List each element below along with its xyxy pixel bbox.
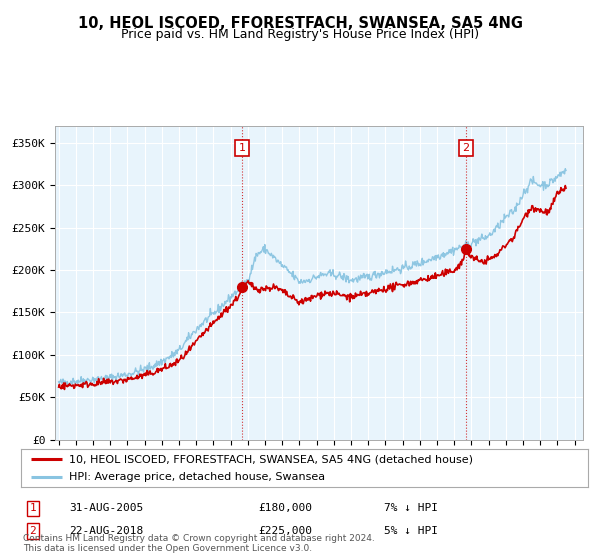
Text: 2: 2	[29, 526, 37, 536]
Text: £180,000: £180,000	[258, 503, 312, 514]
Text: 7% ↓ HPI: 7% ↓ HPI	[384, 503, 438, 514]
Text: 1: 1	[239, 143, 245, 153]
Text: 1: 1	[29, 503, 37, 514]
Text: 5% ↓ HPI: 5% ↓ HPI	[384, 526, 438, 536]
Text: 31-AUG-2005: 31-AUG-2005	[69, 503, 143, 514]
Text: HPI: Average price, detached house, Swansea: HPI: Average price, detached house, Swan…	[68, 472, 325, 482]
Text: 10, HEOL ISCOED, FFORESTFACH, SWANSEA, SA5 4NG: 10, HEOL ISCOED, FFORESTFACH, SWANSEA, S…	[77, 16, 523, 31]
Text: 10, HEOL ISCOED, FFORESTFACH, SWANSEA, SA5 4NG (detached house): 10, HEOL ISCOED, FFORESTFACH, SWANSEA, S…	[68, 454, 473, 464]
Text: £225,000: £225,000	[258, 526, 312, 536]
Text: Contains HM Land Registry data © Crown copyright and database right 2024.
This d: Contains HM Land Registry data © Crown c…	[23, 534, 374, 553]
Text: Price paid vs. HM Land Registry's House Price Index (HPI): Price paid vs. HM Land Registry's House …	[121, 28, 479, 41]
Text: 22-AUG-2018: 22-AUG-2018	[69, 526, 143, 536]
Text: 2: 2	[462, 143, 469, 153]
